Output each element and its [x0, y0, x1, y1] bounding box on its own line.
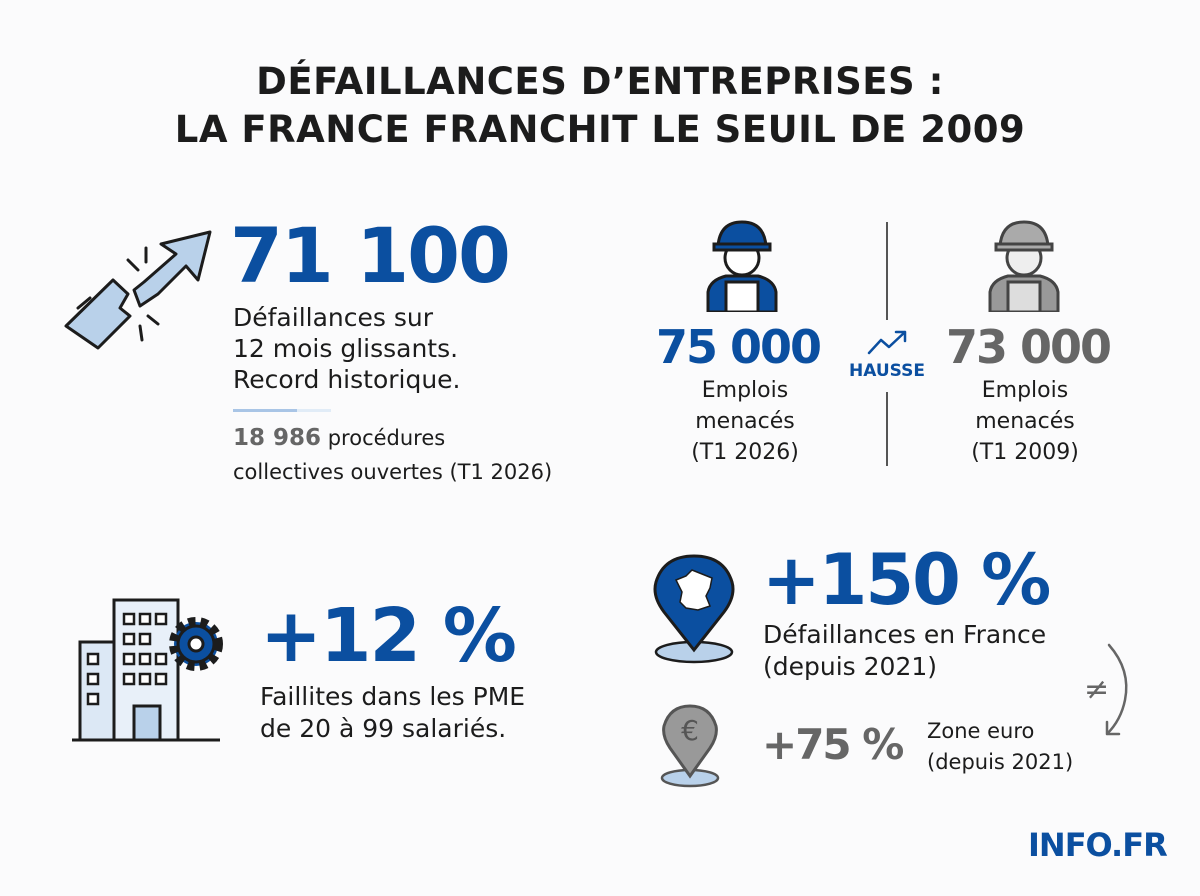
broken-rising-arrow-icon — [64, 230, 212, 350]
sme-value: +12 % — [260, 593, 517, 679]
procedures-value: 18 986 — [233, 425, 322, 451]
worker-past-icon — [988, 220, 1060, 312]
brand-logo: INFO.FR — [1028, 826, 1168, 864]
curved-arrow-icon — [1105, 643, 1128, 736]
euro-pin-icon: € — [660, 704, 720, 788]
divider-light — [297, 409, 331, 412]
worker-icon — [706, 220, 778, 312]
building-gear-icon — [72, 598, 223, 742]
trend-label: HAUSSE — [848, 361, 925, 381]
eurozone-value: +75 % — [762, 720, 904, 769]
procedures-text: procédures — [327, 426, 446, 450]
jobs-current-value: 75 000 — [656, 320, 822, 374]
jobs-past-value: 73 000 — [946, 320, 1112, 374]
divider — [233, 409, 297, 412]
france-desc-2: (depuis 2021) — [763, 652, 938, 681]
sme-desc-1: Faillites dans les PME — [260, 682, 526, 711]
separator-top — [886, 222, 888, 320]
svg-text:€: € — [681, 714, 699, 747]
not-equal-symbol: ≠ — [1084, 672, 1110, 707]
procedures-line-2: collectives ouvertes (T1 2026) — [233, 460, 553, 484]
jobs-past-label-1: Emplois — [981, 378, 1069, 403]
jobs-past-label-3: (T1 2009) — [971, 440, 1079, 465]
france-value: +150 % — [762, 539, 1051, 621]
jobs-current-label-3: (T1 2026) — [691, 440, 799, 465]
procedures-line-1: 18 986 procédures — [233, 424, 445, 452]
record-desc-1: Défaillances sur — [233, 303, 433, 332]
jobs-current-label-2: menacés — [695, 409, 795, 434]
separator-bottom — [886, 392, 888, 466]
title-line-1: DÉFAILLANCES D’ENTREPRISES : — [256, 60, 944, 103]
record-desc-2: 12 mois glissants. — [233, 334, 459, 363]
jobs-past-label-2: menacés — [975, 409, 1075, 434]
eurozone-desc-1: Zone euro — [927, 719, 1035, 743]
record-value: 71 100 — [230, 211, 511, 300]
france-desc-1: Défaillances en France — [763, 620, 1047, 649]
trend-up-icon — [867, 330, 907, 355]
jobs-current-label-1: Emplois — [701, 378, 789, 403]
eurozone-desc-2: (depuis 2021) — [927, 750, 1074, 774]
title-line-2: LA FRANCE FRANCHIT LE SEUIL DE 2009 — [174, 108, 1026, 151]
france-map-pin-icon — [653, 554, 735, 664]
record-desc-3: Record historique. — [233, 365, 461, 394]
sme-desc-2: de 20 à 99 salariés. — [260, 714, 507, 743]
